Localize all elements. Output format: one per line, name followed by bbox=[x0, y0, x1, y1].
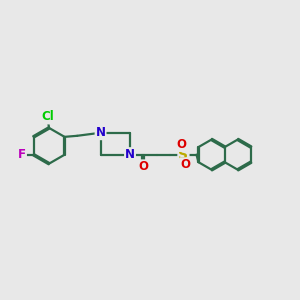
Text: N: N bbox=[125, 148, 135, 161]
Text: O: O bbox=[138, 160, 148, 173]
Text: N: N bbox=[96, 126, 106, 139]
Text: O: O bbox=[177, 138, 187, 151]
Text: S: S bbox=[178, 148, 188, 162]
Text: F: F bbox=[18, 148, 26, 161]
Text: Cl: Cl bbox=[41, 110, 54, 124]
Text: O: O bbox=[180, 158, 190, 171]
